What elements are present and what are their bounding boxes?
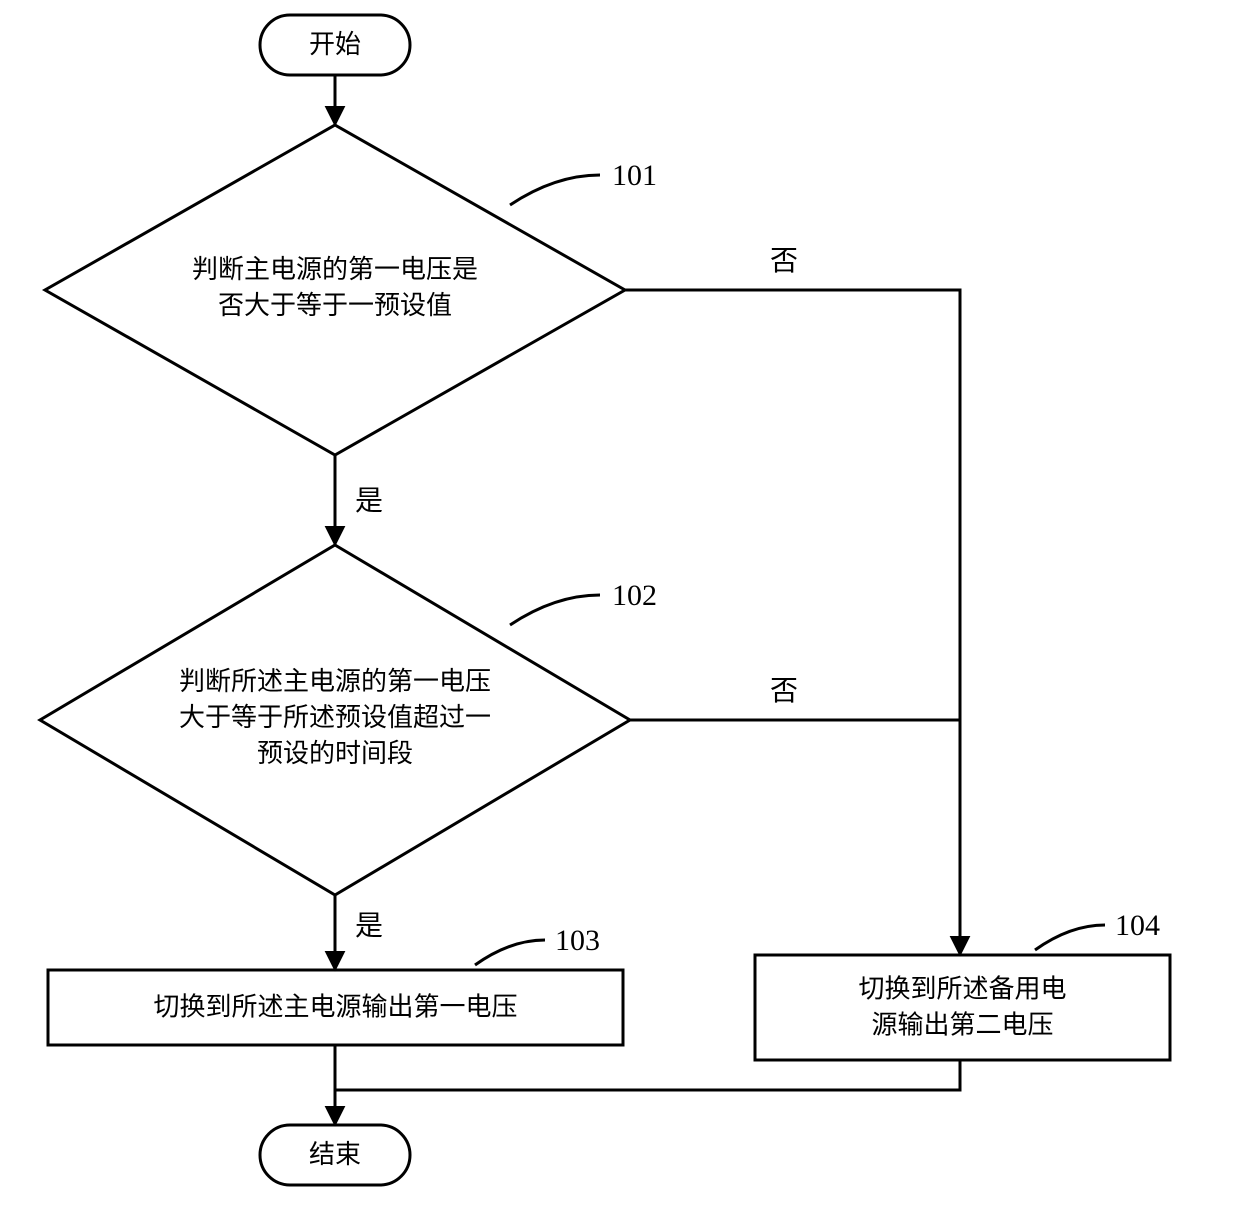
start-terminator: 开始 bbox=[260, 15, 410, 75]
process-104-ref: 104 bbox=[1115, 909, 1160, 942]
decision-102-yes-label: 是 bbox=[355, 911, 383, 942]
decision-102-ref: 102 bbox=[612, 579, 657, 612]
decision-101-text-line: 判断主电源的第一电压是 bbox=[192, 255, 478, 284]
end-terminator-label: 结束 bbox=[309, 1140, 361, 1169]
decision-102-text-line: 判断所述主电源的第一电压 bbox=[179, 667, 491, 696]
decision-102-text-line: 大于等于所述预设值超过一 bbox=[179, 703, 491, 732]
decision-102: 判断所述主电源的第一电压大于等于所述预设值超过一预设的时间段 102 是 否 bbox=[40, 545, 798, 942]
end-terminator: 结束 bbox=[260, 1125, 410, 1185]
connector-4 bbox=[625, 290, 960, 955]
decision-102-text-line: 预设的时间段 bbox=[257, 739, 413, 768]
decision-102-no-label: 否 bbox=[770, 676, 798, 707]
start-terminator-label: 开始 bbox=[309, 30, 361, 59]
decision-101: 判断主电源的第一电压是否大于等于一预设值 101 是 否 bbox=[45, 125, 798, 517]
process-104: 切换到所述备用电源输出第二电压 104 bbox=[755, 909, 1170, 1060]
connector-6 bbox=[335, 1060, 960, 1090]
decision-101-text-line: 否大于等于一预设值 bbox=[218, 291, 452, 320]
process-103-text: 切换到所述主电源输出第一电压 bbox=[153, 992, 517, 1021]
decision-101-yes-label: 是 bbox=[355, 486, 383, 517]
decision-101-ref: 101 bbox=[612, 159, 657, 192]
decision-101-no-label: 否 bbox=[770, 246, 798, 277]
process-103-ref: 103 bbox=[555, 924, 600, 957]
process-104-text-line: 源输出第二电压 bbox=[871, 1010, 1053, 1039]
process-104-text-line: 切换到所述备用电 bbox=[858, 974, 1066, 1003]
